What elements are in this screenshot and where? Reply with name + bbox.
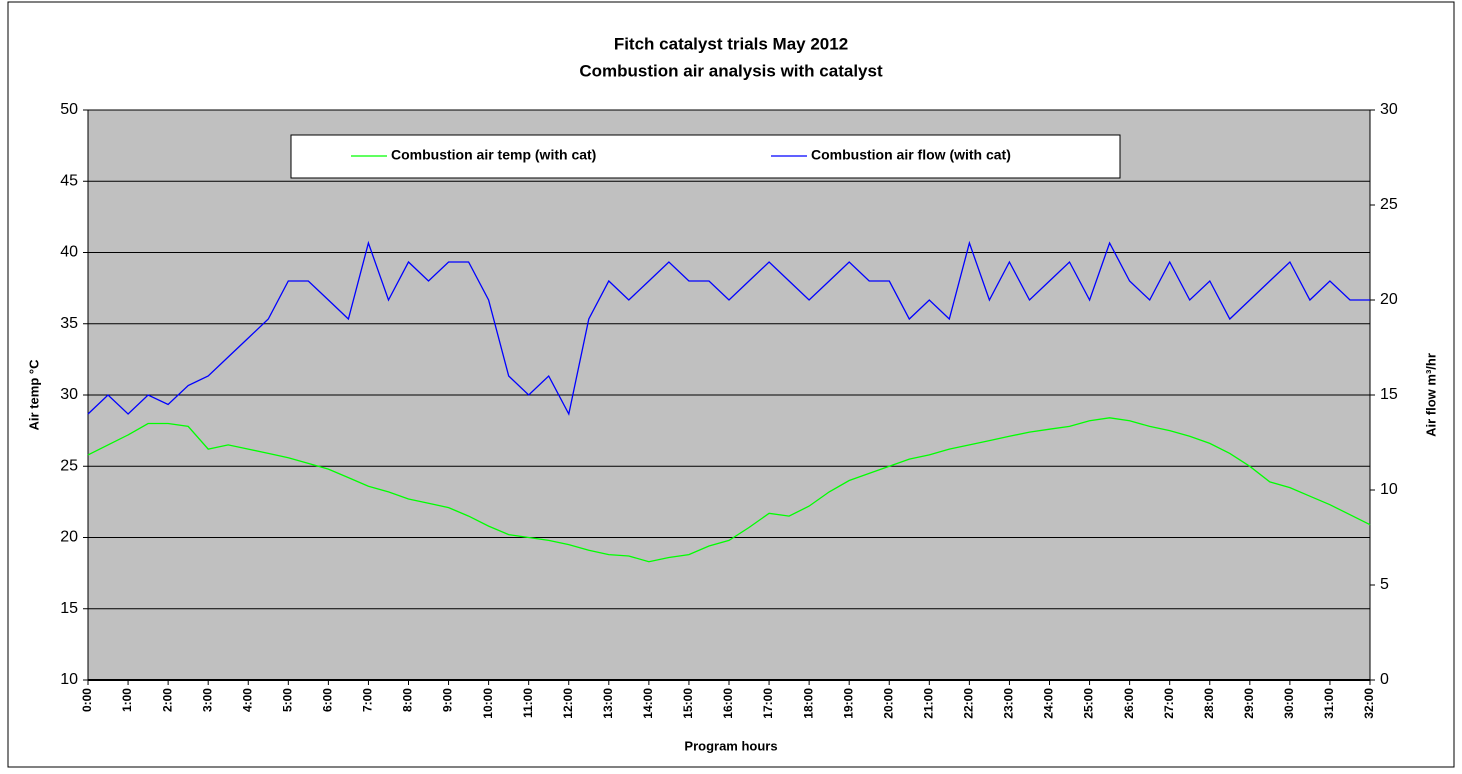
y2-tick-label: 5 [1380,576,1389,593]
x-tick-label: 16:00 [721,688,735,719]
x-tick-label: 18:00 [801,688,815,719]
y2-tick-label: 20 [1380,291,1398,308]
x-tick-label: 29:00 [1242,688,1256,719]
y2-tick-label: 10 [1380,481,1398,498]
x-tick-label: 1:00 [120,688,134,712]
x-tick-label: 31:00 [1322,688,1336,719]
y-tick-label: 20 [60,529,78,546]
x-tick-label: 23:00 [1002,688,1016,719]
x-tick-label: 12:00 [561,688,575,719]
x-tick-label: 19:00 [841,688,855,719]
x-tick-label: 24:00 [1042,688,1056,719]
x-tick-label: 13:00 [601,688,615,719]
x-tick-label: 2:00 [160,688,174,712]
y-tick-label: 15 [60,600,78,617]
chart-subtitle: Combustion air analysis with catalyst [579,61,883,80]
x-tick-label: 7:00 [361,688,375,712]
legend: Combustion air temp (with cat) Combustion… [290,134,1121,179]
x-tick-label: 3:00 [200,688,214,712]
y-axis-title: Air temp °C [26,359,41,431]
x-tick-label: 32:00 [1362,688,1376,719]
legend-label: Combustion air flow (with cat) [811,147,1011,163]
x-tick-label: 9:00 [441,688,455,712]
x-tick-label: 17:00 [761,688,775,719]
x-tick-label: 0:00 [80,688,94,712]
legend-label: Combustion air temp (with cat) [391,147,596,163]
x-tick-label: 20:00 [881,688,895,719]
x-tick-label: 14:00 [641,688,655,719]
y2-tick-label: 30 [1380,101,1398,118]
x-tick-label: 8:00 [401,688,415,712]
x-tick-label: 27:00 [1162,688,1176,719]
series-line [87,417,1371,563]
x-tick-label: 25:00 [1082,688,1096,719]
y-tick-label: 25 [60,457,78,474]
y-tick-label: 40 [60,244,78,261]
series-line [87,240,1370,416]
y-tick-label: 10 [60,671,78,688]
y-tick-label: 35 [60,315,78,332]
y2-tick-label: 0 [1380,671,1389,688]
y-tick-label: 30 [60,386,78,403]
x-tick-label: 5:00 [280,688,294,712]
y2-axis-title: Air flow m³/hr [1423,353,1438,437]
x-tick-label: 26:00 [1122,688,1136,719]
x-tick-label: 11:00 [521,688,535,718]
x-tick-label: 30:00 [1282,688,1296,719]
y2-tick-label: 25 [1380,196,1398,213]
x-tick-label: 4:00 [240,688,254,712]
legend-box [290,134,1121,179]
x-tick-label: 21:00 [921,688,935,719]
x-tick-label: 6:00 [321,688,335,712]
y2-tick-label: 15 [1380,386,1398,403]
y-tick-label: 45 [60,172,78,189]
x-tick-label: 15:00 [681,688,695,719]
x-tick-label: 22:00 [962,688,976,719]
y-tick-label: 50 [60,101,78,118]
chart-title: Fitch catalyst trials May 2012 [614,34,848,53]
x-axis-title: Program hours [684,738,777,753]
x-tick-label: 28:00 [1202,688,1216,719]
x-tick-label: 10:00 [481,688,495,719]
